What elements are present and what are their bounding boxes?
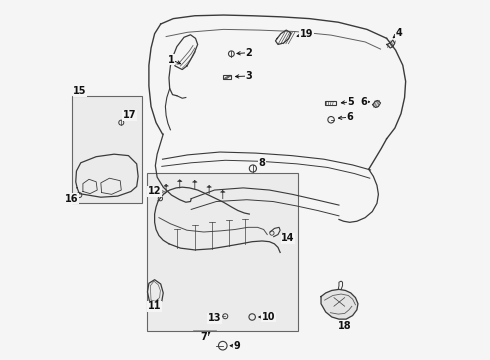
Text: 6: 6 [347, 112, 353, 122]
Text: 18: 18 [338, 321, 351, 331]
Text: 17: 17 [123, 111, 136, 121]
Text: 4: 4 [396, 28, 403, 38]
Text: 16: 16 [65, 194, 79, 204]
Text: 8: 8 [259, 158, 266, 168]
Text: 6: 6 [361, 97, 368, 107]
Bar [72, 96, 142, 203]
Bar [223, 75, 231, 79]
Text: 3: 3 [245, 71, 252, 81]
Text: 1: 1 [168, 55, 175, 65]
Polygon shape [147, 280, 163, 305]
Text: 14: 14 [281, 233, 295, 243]
Text: 9: 9 [234, 341, 241, 351]
Polygon shape [76, 154, 138, 197]
Bar [147, 173, 298, 330]
Text: 7: 7 [200, 332, 207, 342]
Bar [325, 102, 336, 105]
Polygon shape [321, 289, 358, 319]
Text: 12: 12 [148, 186, 161, 197]
Text: 11: 11 [148, 301, 161, 311]
Text: 13: 13 [208, 313, 221, 323]
Text: 2: 2 [245, 48, 252, 58]
Text: 10: 10 [262, 312, 275, 322]
Text: 19: 19 [300, 29, 314, 39]
Text: 5: 5 [347, 97, 354, 107]
Text: 15: 15 [74, 86, 87, 96]
